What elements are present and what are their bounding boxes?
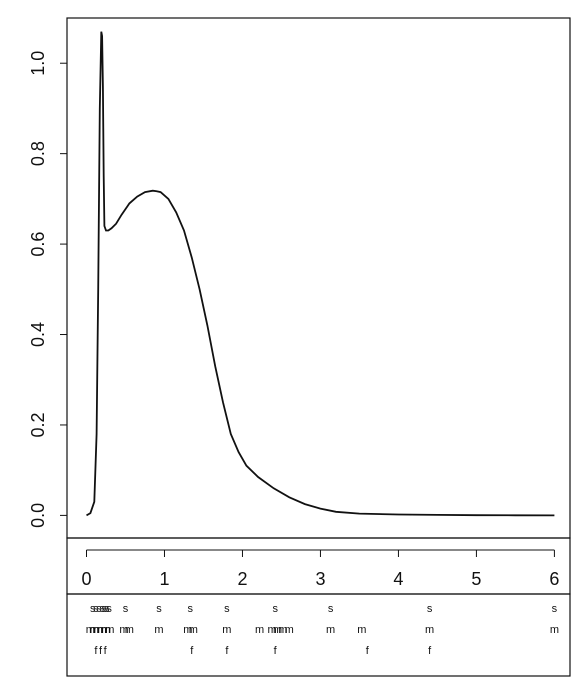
rug-mark: m (268, 624, 277, 636)
rug-mark: m (119, 624, 128, 636)
rug-mark: s (156, 603, 162, 615)
rug-mark: m (255, 624, 264, 636)
rug-mark: m (550, 624, 559, 636)
rug-mark: m (273, 624, 282, 636)
rug-mark: f (190, 645, 194, 657)
rug-mark: f (274, 645, 278, 657)
rug-mark: f (99, 645, 103, 657)
rug-mark: m (154, 624, 163, 636)
rug-mark: s (102, 603, 108, 615)
x-tick-label: 6 (549, 569, 559, 589)
rug-mark: m (183, 624, 192, 636)
rug-mark: s (272, 603, 278, 615)
rug-mark: s (104, 603, 110, 615)
x-tick-label: 4 (393, 569, 403, 589)
y-tick-label: 0.2 (28, 412, 48, 437)
rug-mark: m (86, 624, 95, 636)
rug-panel (66, 593, 571, 677)
rug-mark: m (189, 624, 198, 636)
rug-mark: s (96, 603, 102, 615)
rug-mark: s (224, 603, 230, 615)
rug-mark: f (94, 645, 98, 657)
x-tick-label: 2 (237, 569, 247, 589)
rug-mark: f (366, 645, 370, 657)
rug-mark: f (225, 645, 229, 657)
rug-mark: s (552, 603, 558, 615)
y-tick-label: 0.8 (28, 141, 48, 166)
x-tick-label: 3 (315, 569, 325, 589)
x-tick-label: 1 (159, 569, 169, 589)
y-axis: 0.0 0.2 0.4 0.6 0.8 1.0 (28, 51, 67, 528)
rug-mark: m (125, 624, 134, 636)
x-axis: 0 1 2 3 4 5 6 (81, 549, 559, 589)
rug-mark: m (326, 624, 335, 636)
rug-mark: m (94, 624, 103, 636)
x-tick-label: 0 (81, 569, 91, 589)
rug-mark: f (104, 645, 108, 657)
rug-mark: s (99, 603, 105, 615)
y-tick-label: 0.0 (28, 503, 48, 528)
y-tick-label: 0.4 (28, 322, 48, 347)
rug-mark: f (428, 645, 432, 657)
rug-mark: s (90, 603, 96, 615)
rug-mark: m (90, 624, 99, 636)
rug-mark: s (328, 603, 334, 615)
rug-mark: m (425, 624, 434, 636)
rug-mark: s (123, 603, 129, 615)
rug-mark: m (357, 624, 366, 636)
density-curve (86, 31, 555, 517)
plot-frame (66, 17, 571, 539)
rug-mark: m (98, 624, 107, 636)
y-tick-label: 0.6 (28, 232, 48, 257)
y-tick-label: 1.0 (28, 51, 48, 76)
rug-mark: m (222, 624, 231, 636)
rug-mark: m (105, 624, 114, 636)
x-tick-label: 5 (471, 569, 481, 589)
rug-mark: s (106, 603, 112, 615)
rug-mark: m (101, 624, 110, 636)
rug-mark: s (93, 603, 99, 615)
rug-mark: m (285, 624, 294, 636)
rug-mark: s (187, 603, 193, 615)
rug-mark: s (427, 603, 433, 615)
rug-mark: m (278, 624, 287, 636)
